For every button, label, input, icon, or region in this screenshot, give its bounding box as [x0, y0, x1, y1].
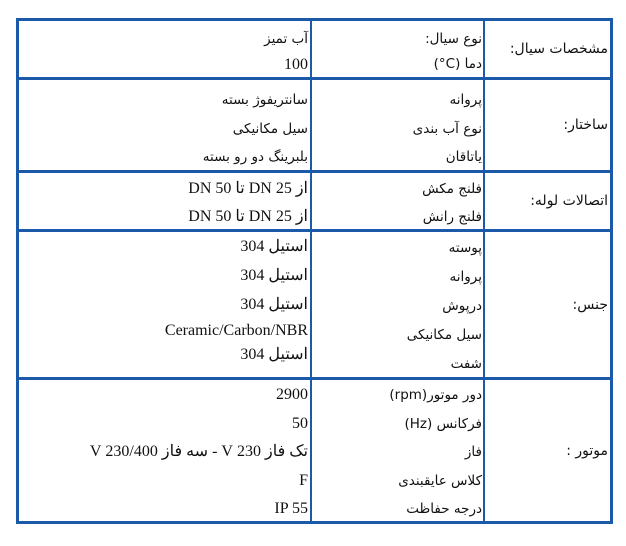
prop: نوع سیال: [425, 31, 482, 47]
value: F [299, 471, 308, 489]
value: Ceramic/Carbon/NBR [164, 322, 308, 339]
prop: شفت [450, 356, 482, 372]
row-divider [16, 377, 613, 380]
values-material: استیل 304 استیل 304 استیل 304 Ceramic/Ca… [165, 232, 308, 367]
prop: نوع آب بندی [412, 120, 482, 137]
row-divider [16, 170, 613, 173]
value: 2900 [276, 386, 308, 403]
value: از DN 25 تا DN 50 [188, 208, 308, 225]
prop: درپوش [442, 298, 482, 314]
prop: سیل مکانیکی [406, 327, 482, 343]
value: آب تمیز [264, 31, 308, 47]
prop: فرکانس (Hz) [404, 415, 482, 432]
prop: پروانه [449, 269, 482, 285]
prop: فلنج رانش [422, 209, 482, 225]
values-structure: سانتریفوژ بسته سیل مکانیکی بلبرینگ دو رو… [203, 86, 308, 172]
value: 50 [292, 414, 308, 432]
prop: فلنج مکش [422, 181, 482, 197]
value: تک فاز 230 V - سه فاز 230/400 V [89, 443, 308, 460]
values-pipe: از DN 25 تا DN 50 از DN 25 تا DN 50 [188, 175, 308, 231]
prop: درجه حفاظت [406, 501, 482, 517]
prop: دما (C°) [433, 56, 482, 72]
prop: یاتاقان [445, 149, 482, 165]
value: سانتریفوژ بسته [221, 92, 308, 108]
column-divider [310, 18, 312, 524]
values-fluid: آب تمیز 100 [264, 27, 308, 77]
values-motor: 2900 50 تک فاز 230 V - سه فاز 230/400 V … [90, 381, 308, 524]
row-label-material: جنس: [572, 296, 608, 313]
prop: فاز [464, 444, 482, 460]
prop: پروانه [449, 92, 482, 108]
row-label-fluid: مشخصات سیال: [509, 41, 608, 57]
prop: کلاس عایقبندی [398, 472, 482, 489]
props-material: پوسته پروانه درپوش سیل مکانیکی شفت [407, 234, 482, 379]
props-structure: پروانه نوع آب بندی یاتاقان [413, 86, 482, 172]
row-divider [16, 229, 613, 232]
value: استیل 304 [240, 346, 308, 363]
props-pipe: فلنج مکش فلنج رانش [422, 175, 482, 231]
spec-table [16, 18, 613, 524]
value: استیل 304 [240, 238, 308, 255]
column-divider [483, 18, 485, 524]
prop: پوسته [448, 240, 482, 256]
row-label-motor: موتور : [566, 443, 608, 459]
value: سیل مکانیکی [232, 120, 308, 137]
prop: دور موتور(rpm) [389, 387, 482, 403]
props-fluid: نوع سیال: دما (C°) [425, 27, 482, 77]
row-label-pipe-connections: اتصالات لوله: [530, 193, 608, 209]
value: IP 55 [274, 500, 308, 517]
row-label-structure: ساختار: [563, 117, 608, 133]
value: استیل 304 [240, 296, 308, 313]
value: استیل 304 [240, 267, 308, 284]
value: از DN 25 تا DN 50 [188, 180, 308, 197]
row-divider [16, 77, 613, 80]
value: بلبرینگ دو رو بسته [202, 149, 308, 165]
props-motor: دور موتور(rpm) فرکانس (Hz) فاز کلاس عایق… [389, 381, 482, 524]
value: 100 [284, 56, 308, 73]
